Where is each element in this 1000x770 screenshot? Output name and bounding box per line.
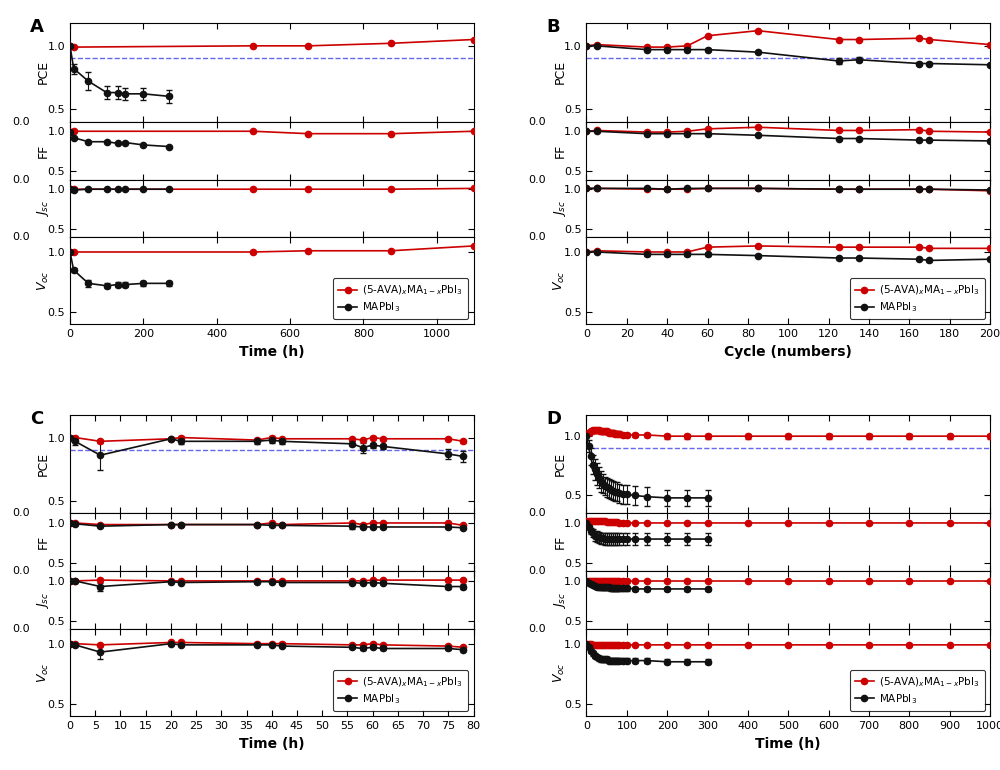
X-axis label: Time (h): Time (h): [755, 737, 821, 751]
Text: 0.0: 0.0: [529, 175, 546, 185]
Text: 0.0: 0.0: [529, 233, 546, 243]
Y-axis label: $J_{sc}$: $J_{sc}$: [35, 591, 51, 609]
Y-axis label: $V_{oc}$: $V_{oc}$: [552, 662, 567, 683]
Text: B: B: [546, 18, 560, 36]
Y-axis label: $J_{sc}$: $J_{sc}$: [552, 200, 568, 217]
Text: 0.0: 0.0: [12, 116, 30, 126]
Y-axis label: PCE: PCE: [37, 452, 50, 476]
Y-axis label: PCE: PCE: [553, 452, 566, 476]
Y-axis label: FF: FF: [553, 535, 566, 550]
Y-axis label: $J_{sc}$: $J_{sc}$: [552, 591, 568, 609]
Legend: (5-AVA)$_x$MA$_{1-x}$PbI$_3$, MAPbI$_3$: (5-AVA)$_x$MA$_{1-x}$PbI$_3$, MAPbI$_3$: [850, 278, 985, 320]
Text: 0.0: 0.0: [12, 624, 30, 634]
Text: 0.0: 0.0: [12, 566, 30, 576]
Y-axis label: $V_{oc}$: $V_{oc}$: [552, 270, 567, 291]
Y-axis label: FF: FF: [553, 143, 566, 158]
Text: 0.0: 0.0: [12, 233, 30, 243]
X-axis label: Time (h): Time (h): [239, 737, 305, 751]
Text: 0.0: 0.0: [529, 566, 546, 576]
Y-axis label: $V_{oc}$: $V_{oc}$: [36, 270, 51, 291]
Text: 0.0: 0.0: [529, 116, 546, 126]
Text: 0.0: 0.0: [12, 508, 30, 518]
Text: A: A: [30, 18, 44, 36]
Y-axis label: $J_{sc}$: $J_{sc}$: [35, 200, 51, 217]
Y-axis label: PCE: PCE: [553, 60, 566, 85]
Y-axis label: PCE: PCE: [37, 60, 50, 85]
Y-axis label: $V_{oc}$: $V_{oc}$: [36, 662, 51, 683]
Legend: (5-AVA)$_x$MA$_{1-x}$PbI$_3$, MAPbI$_3$: (5-AVA)$_x$MA$_{1-x}$PbI$_3$, MAPbI$_3$: [333, 670, 468, 711]
Y-axis label: FF: FF: [37, 143, 50, 158]
Legend: (5-AVA)$_x$MA$_{1-x}$PbI$_3$, MAPbI$_3$: (5-AVA)$_x$MA$_{1-x}$PbI$_3$, MAPbI$_3$: [850, 670, 985, 711]
Text: C: C: [30, 410, 43, 428]
Y-axis label: FF: FF: [37, 535, 50, 550]
Legend: (5-AVA)$_x$MA$_{1-x}$PbI$_3$, MAPbI$_3$: (5-AVA)$_x$MA$_{1-x}$PbI$_3$, MAPbI$_3$: [333, 278, 468, 320]
Text: 0.0: 0.0: [529, 508, 546, 518]
Text: D: D: [546, 410, 561, 428]
X-axis label: Time (h): Time (h): [239, 345, 305, 359]
Text: 0.0: 0.0: [12, 175, 30, 185]
Text: 0.0: 0.0: [529, 624, 546, 634]
X-axis label: Cycle (numbers): Cycle (numbers): [724, 345, 852, 359]
